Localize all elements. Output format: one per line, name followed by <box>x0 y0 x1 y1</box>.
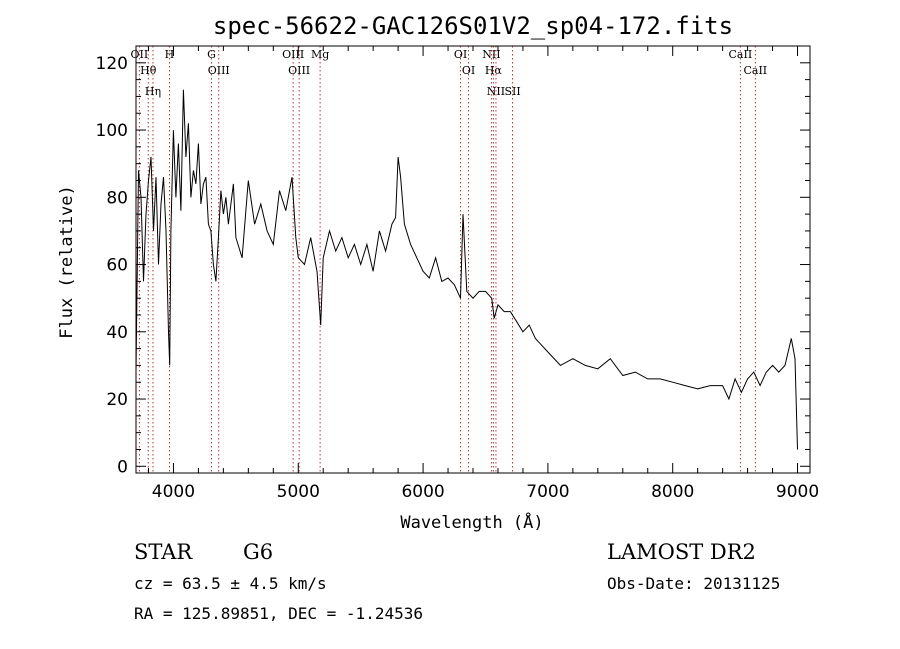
plot-frame <box>135 45 811 474</box>
y-tick-label: 0 <box>117 457 128 477</box>
spectral-line-label: OIII <box>208 64 230 77</box>
x-tick-label: 4000 <box>152 482 195 502</box>
spectral-line-label: H <box>165 48 175 61</box>
spectral-line-label: CaII <box>743 64 767 77</box>
spectral-line-label: SII <box>504 85 520 98</box>
spectral-line-label: OI <box>454 48 467 61</box>
spectral-line-label: OIII <box>282 48 304 61</box>
spectrum-line <box>135 89 798 450</box>
y-tick-label: 20 <box>106 390 128 410</box>
y-tick-label: 80 <box>106 188 128 208</box>
spectral-line-label: G <box>207 48 216 61</box>
spectral-line-label: Hθ <box>140 64 157 77</box>
spectral-line-label: CaII <box>729 48 753 61</box>
spectral-line-label: Hη <box>145 85 161 98</box>
spectral-line-label: OIII <box>288 64 310 77</box>
spectral-line-label: NII <box>487 85 505 98</box>
object-subclass: G6 <box>243 540 274 564</box>
x-tick-label: 8000 <box>651 482 694 502</box>
x-axis-label: Wavelength (Å) <box>400 511 543 533</box>
chart-title: spec-56622-GAC126S01V2_sp04-172.fits <box>213 12 733 40</box>
y-axis-label: Flux (relative) <box>57 185 77 339</box>
spectral-line-label: Hα <box>485 64 503 77</box>
coordinates-text: RA = 125.89851, DEC = -1.24536 <box>134 604 423 623</box>
redshift-text: cz = 63.5 ± 4.5 km/s <box>134 574 327 593</box>
y-tick-label: 60 <box>106 256 128 276</box>
x-tick-label: 7000 <box>526 482 569 502</box>
obs-date-text: Obs-Date: 20131125 <box>607 574 781 593</box>
x-tick-label: 6000 <box>401 482 444 502</box>
survey-name: LAMOST DR2 <box>607 540 756 564</box>
spectral-line-label: Mg <box>311 48 329 61</box>
spectral-line-label: OI <box>462 64 475 77</box>
object-class: STAR <box>134 540 193 564</box>
y-tick-label: 120 <box>96 54 128 74</box>
y-tick-label: 100 <box>96 121 128 141</box>
y-tick-label: 40 <box>106 323 128 343</box>
x-tick-label: 5000 <box>277 482 320 502</box>
spectral-line-label: OII <box>131 48 149 61</box>
x-tick-label: 9000 <box>776 482 819 502</box>
